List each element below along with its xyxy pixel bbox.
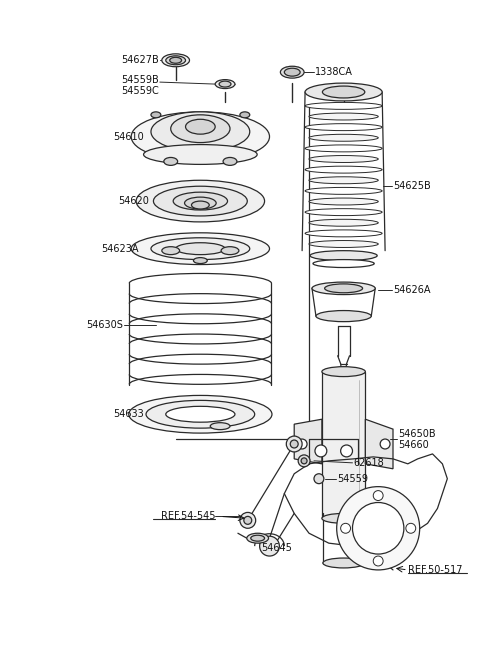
- Ellipse shape: [146, 400, 255, 428]
- Circle shape: [341, 523, 350, 533]
- Ellipse shape: [166, 406, 235, 422]
- Circle shape: [373, 491, 383, 500]
- Text: 54623A: 54623A: [102, 244, 139, 253]
- Ellipse shape: [309, 155, 378, 162]
- Ellipse shape: [151, 112, 250, 151]
- Text: REF.54-545: REF.54-545: [161, 512, 215, 521]
- Ellipse shape: [162, 54, 190, 67]
- Ellipse shape: [170, 57, 181, 64]
- Ellipse shape: [309, 240, 378, 248]
- Circle shape: [297, 439, 307, 449]
- Ellipse shape: [164, 157, 178, 165]
- Circle shape: [336, 487, 420, 570]
- Text: 54610: 54610: [113, 132, 144, 141]
- Ellipse shape: [131, 112, 269, 161]
- Text: 54620: 54620: [118, 196, 149, 206]
- Ellipse shape: [251, 535, 264, 541]
- Text: 54645: 54645: [262, 543, 292, 553]
- Ellipse shape: [247, 533, 268, 543]
- Ellipse shape: [309, 219, 378, 226]
- Circle shape: [244, 516, 252, 524]
- Circle shape: [290, 440, 298, 448]
- Text: 54633: 54633: [113, 409, 144, 419]
- Circle shape: [352, 502, 404, 554]
- Circle shape: [301, 458, 307, 464]
- Text: 1338CA: 1338CA: [315, 67, 353, 77]
- Ellipse shape: [310, 251, 377, 261]
- Ellipse shape: [176, 243, 225, 255]
- Circle shape: [298, 455, 310, 467]
- Circle shape: [406, 523, 416, 533]
- Ellipse shape: [162, 247, 180, 255]
- Ellipse shape: [305, 83, 382, 101]
- Ellipse shape: [166, 56, 186, 65]
- Ellipse shape: [193, 257, 207, 263]
- Text: 54625B: 54625B: [393, 181, 431, 191]
- Polygon shape: [365, 419, 393, 469]
- Ellipse shape: [305, 187, 382, 195]
- Ellipse shape: [215, 80, 235, 88]
- Ellipse shape: [323, 558, 364, 568]
- Ellipse shape: [240, 112, 250, 118]
- Ellipse shape: [324, 284, 362, 293]
- Ellipse shape: [210, 422, 230, 430]
- Ellipse shape: [309, 177, 378, 184]
- Ellipse shape: [323, 86, 365, 98]
- Ellipse shape: [305, 209, 382, 215]
- Ellipse shape: [144, 145, 257, 164]
- Ellipse shape: [154, 186, 247, 216]
- Circle shape: [260, 536, 279, 556]
- Ellipse shape: [136, 180, 264, 222]
- Ellipse shape: [305, 166, 382, 173]
- Ellipse shape: [309, 113, 378, 120]
- Circle shape: [314, 474, 324, 483]
- Ellipse shape: [221, 247, 239, 255]
- Text: REF.50-517: REF.50-517: [408, 565, 462, 575]
- Ellipse shape: [129, 396, 272, 433]
- Ellipse shape: [184, 197, 216, 209]
- Text: 54660: 54660: [398, 440, 429, 450]
- Ellipse shape: [312, 282, 375, 295]
- Ellipse shape: [305, 145, 382, 152]
- Ellipse shape: [309, 134, 378, 141]
- Bar: [322, 371, 365, 518]
- Ellipse shape: [313, 259, 374, 267]
- Ellipse shape: [171, 115, 230, 143]
- Ellipse shape: [151, 112, 161, 118]
- Ellipse shape: [192, 201, 209, 209]
- Text: 54626A: 54626A: [393, 286, 431, 295]
- Polygon shape: [294, 419, 322, 464]
- Ellipse shape: [309, 198, 378, 205]
- Ellipse shape: [223, 157, 237, 165]
- Text: 54559C: 54559C: [121, 86, 159, 96]
- Ellipse shape: [316, 310, 371, 322]
- Text: 62618: 62618: [353, 458, 384, 468]
- Ellipse shape: [322, 514, 365, 523]
- Circle shape: [286, 436, 302, 452]
- Circle shape: [315, 445, 327, 457]
- Ellipse shape: [131, 233, 269, 265]
- Circle shape: [380, 439, 390, 449]
- Text: 54559: 54559: [336, 474, 368, 483]
- Ellipse shape: [305, 124, 382, 130]
- Ellipse shape: [219, 81, 231, 87]
- Ellipse shape: [305, 102, 382, 109]
- Text: 54559B: 54559B: [121, 75, 159, 85]
- Circle shape: [341, 445, 352, 457]
- Ellipse shape: [173, 192, 228, 210]
- Text: 54650B: 54650B: [398, 429, 435, 439]
- Ellipse shape: [305, 230, 382, 237]
- Circle shape: [240, 512, 256, 529]
- Ellipse shape: [151, 238, 250, 259]
- Ellipse shape: [186, 119, 215, 134]
- Ellipse shape: [322, 367, 365, 377]
- Text: 54627B: 54627B: [121, 55, 159, 66]
- Text: 54630S: 54630S: [86, 320, 123, 330]
- Ellipse shape: [280, 66, 304, 78]
- Ellipse shape: [284, 68, 300, 76]
- Circle shape: [373, 556, 383, 566]
